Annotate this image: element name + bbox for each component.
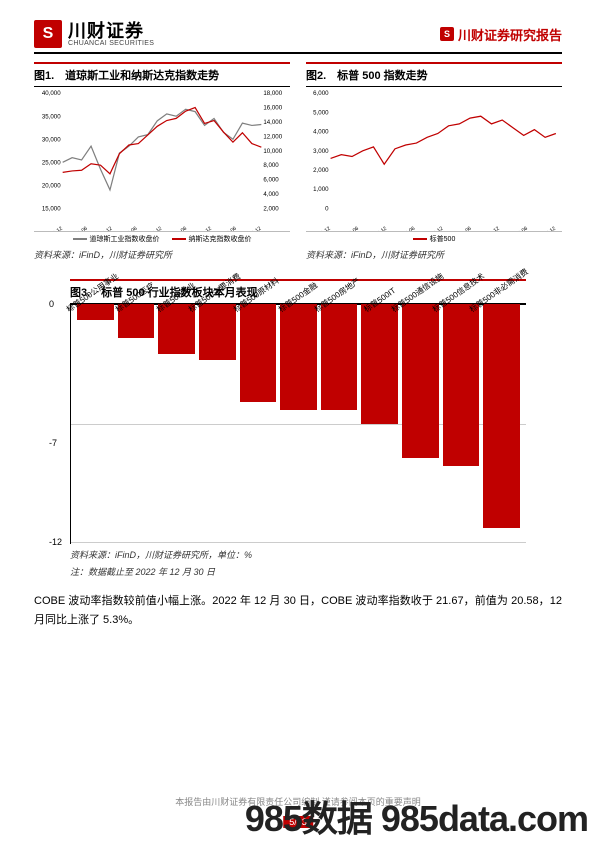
logo-icon: S bbox=[34, 20, 62, 48]
figure-2-title: 图2. 标普 500 指数走势 bbox=[306, 62, 562, 87]
svg-text:2021-12: 2021-12 bbox=[482, 226, 501, 231]
svg-text:1,000: 1,000 bbox=[313, 186, 329, 193]
svg-text:2019-06: 2019-06 bbox=[70, 226, 89, 231]
bar: 标普500原材料 bbox=[240, 304, 277, 402]
company-name-en: CHUANCAI SECURITIES bbox=[68, 40, 154, 47]
svg-text:40,000: 40,000 bbox=[42, 90, 61, 97]
bar: 标普500医疗 bbox=[118, 304, 155, 338]
svg-text:2019-12: 2019-12 bbox=[313, 226, 332, 231]
svg-text:6,000: 6,000 bbox=[313, 90, 329, 97]
figure-3-chart: 0 -7 -12 标普500公用事业标普500医疗标普500工业标普500主要消… bbox=[70, 304, 526, 544]
svg-text:2020-06: 2020-06 bbox=[120, 226, 139, 231]
watermark: 985数据 985data.com bbox=[245, 790, 588, 842]
svg-text:2020-12: 2020-12 bbox=[144, 226, 163, 231]
bar: 标普500IT bbox=[361, 304, 398, 424]
figure-2-chart: 0 1,000 2,000 3,000 4,000 5,000 6,000 2019-12 20… bbox=[306, 87, 562, 232]
svg-text:25,000: 25,000 bbox=[42, 159, 61, 166]
bar: 标普500非必需消费 bbox=[483, 304, 520, 528]
svg-text:2019-12: 2019-12 bbox=[95, 226, 114, 231]
bar: 标普500信息技术 bbox=[443, 304, 480, 466]
svg-text:2021-06: 2021-06 bbox=[169, 226, 188, 231]
bar: 标普500公用事业 bbox=[77, 304, 114, 320]
svg-text:15,000: 15,000 bbox=[42, 205, 61, 212]
logo-icon-small: S bbox=[440, 27, 454, 41]
company-logo: S 川财证券 CHUANCAI SECURITIES bbox=[34, 20, 154, 48]
svg-text:10,000: 10,000 bbox=[263, 148, 282, 155]
svg-text:35,000: 35,000 bbox=[42, 113, 61, 120]
svg-text:16,000: 16,000 bbox=[263, 105, 282, 112]
svg-text:18,000: 18,000 bbox=[263, 90, 282, 97]
svg-text:2022-06: 2022-06 bbox=[219, 226, 238, 231]
svg-text:12,000: 12,000 bbox=[263, 133, 282, 140]
body-paragraph: COBE 波动率指数较前值小幅上涨。2022 年 12 月 30 日，COBE … bbox=[34, 592, 562, 629]
svg-text:14,000: 14,000 bbox=[263, 119, 282, 126]
svg-text:2022-12: 2022-12 bbox=[538, 226, 557, 231]
svg-text:2,000: 2,000 bbox=[263, 205, 279, 212]
report-label: S 川财证券研究报告 bbox=[440, 25, 562, 44]
figure-2-legend: 标普500 bbox=[306, 232, 562, 244]
svg-text:3,000: 3,000 bbox=[313, 148, 329, 155]
svg-text:2019-12: 2019-12 bbox=[369, 226, 388, 231]
svg-text:4,000: 4,000 bbox=[313, 129, 329, 136]
figure-1-legend: 道琼斯工业指数收盘价纳斯达克指数收盘价 bbox=[34, 232, 290, 244]
figure-3: 图3. 标普 500 行业指数板块本月表现 0 -7 -12 标普500公用事业… bbox=[70, 279, 526, 578]
page-header: S 川财证券 CHUANCAI SECURITIES S 川财证券研究报告 bbox=[34, 20, 562, 54]
svg-text:20,000: 20,000 bbox=[42, 182, 61, 189]
svg-text:30,000: 30,000 bbox=[42, 136, 61, 143]
figure-3-note: 注：数据截止至 2022 年 12 月 30 日 bbox=[70, 565, 526, 578]
svg-text:2022-06: 2022-06 bbox=[510, 226, 529, 231]
svg-text:2021-12: 2021-12 bbox=[194, 226, 213, 231]
figure-3-source: 资料来源：iFinD，川财证券研究所，单位：% bbox=[70, 548, 526, 561]
report-label-text: 川财证券研究报告 bbox=[458, 25, 562, 44]
svg-text:2021-06: 2021-06 bbox=[454, 226, 473, 231]
figure-2-source: 资料来源：iFinD，川财证券研究所 bbox=[306, 248, 562, 261]
figure-1-chart: 15,000 20,000 25,000 30,000 35,000 40,000 2,00… bbox=[34, 87, 290, 232]
bar: 标普500金融 bbox=[280, 304, 317, 410]
figure-1-title: 图1. 道琼斯工业和纳斯达克指数走势 bbox=[34, 62, 290, 87]
svg-text:2019-12: 2019-12 bbox=[45, 226, 64, 231]
svg-text:2019-06: 2019-06 bbox=[341, 226, 360, 231]
bar: 标普500主要消费 bbox=[199, 304, 236, 360]
bar: 标普500房地产 bbox=[321, 304, 358, 410]
ytick-12: -12 bbox=[49, 537, 62, 547]
bar: 标普500通信设施 bbox=[402, 304, 439, 458]
svg-text:5,000: 5,000 bbox=[313, 109, 329, 116]
svg-text:4,000: 4,000 bbox=[263, 191, 279, 198]
svg-text:0: 0 bbox=[325, 205, 329, 212]
svg-text:2,000: 2,000 bbox=[313, 167, 329, 174]
figure-1: 图1. 道琼斯工业和纳斯达克指数走势 15,000 20,000 25,000 30,… bbox=[34, 62, 290, 261]
figure-2: 图2. 标普 500 指数走势 0 1,000 2,000 3,000 4,000 5,0… bbox=[306, 62, 562, 261]
svg-text:2020-06: 2020-06 bbox=[397, 226, 416, 231]
company-name-cn: 川财证券 bbox=[68, 22, 154, 40]
ytick-0: 0 bbox=[49, 299, 54, 309]
ytick-7: -7 bbox=[49, 438, 57, 448]
figure-row-top: 图1. 道琼斯工业和纳斯达克指数走势 15,000 20,000 25,000 30,… bbox=[34, 62, 562, 261]
svg-text:2020-12: 2020-12 bbox=[426, 226, 445, 231]
svg-text:8,000: 8,000 bbox=[263, 162, 279, 169]
figure-1-source: 资料来源：iFinD，川财证券研究所 bbox=[34, 248, 290, 261]
svg-text:2022-12: 2022-12 bbox=[244, 226, 263, 231]
svg-text:6,000: 6,000 bbox=[263, 177, 279, 184]
